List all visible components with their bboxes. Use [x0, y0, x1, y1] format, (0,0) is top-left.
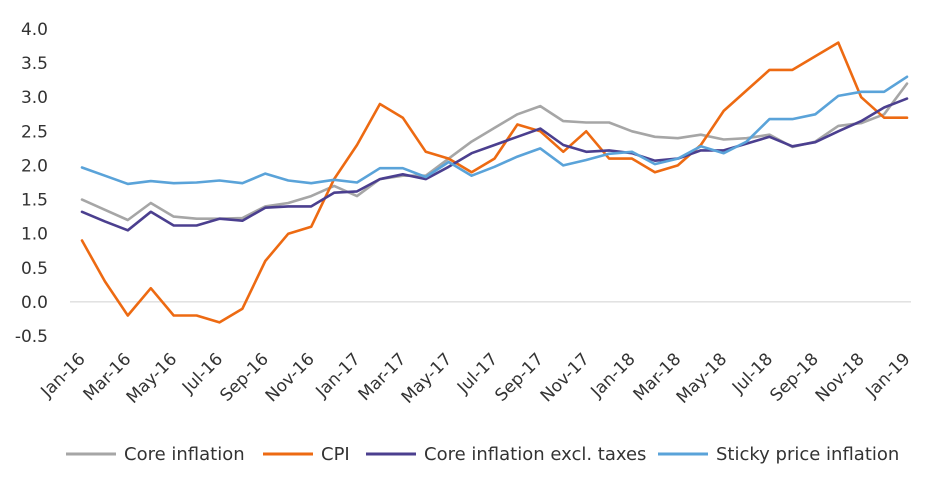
- x-tick-label: May-16: [123, 349, 181, 407]
- legend-label: Core inflation excl. taxes: [424, 444, 646, 465]
- y-tick-label: 1.0: [21, 225, 48, 245]
- x-tick-label: Sep-16: [216, 349, 272, 405]
- x-tick-label: Jan-17: [312, 349, 365, 402]
- x-tick-label: Sep-17: [491, 349, 547, 405]
- x-tick-label: May-18: [673, 349, 731, 407]
- x-tick-label: Jan-16: [37, 349, 90, 402]
- legend-label: Core inflation: [124, 444, 245, 465]
- series-line-3: [80, 97, 909, 232]
- y-tick-label: 0.5: [21, 259, 48, 279]
- x-tick-label: Nov-17: [537, 349, 594, 406]
- y-tick-label: -0.5: [15, 327, 48, 347]
- y-tick-label: 2.0: [21, 156, 48, 176]
- series-line-1: [80, 82, 909, 222]
- y-tick-label: 4.0: [21, 20, 48, 40]
- legend-label: Sticky price inflation: [716, 444, 899, 465]
- legend: Core inflation CPI Core inflation excl. ta…: [66, 444, 899, 465]
- y-tick-label: 2.5: [21, 122, 48, 142]
- x-axis: Jan-16Mar-16May-16Jul-16Sep-16Nov-16Jan-…: [37, 349, 915, 407]
- x-tick-label: Jan-19: [862, 349, 915, 402]
- y-tick-label: 1.5: [21, 191, 48, 211]
- series-line-4: [80, 75, 909, 186]
- y-tick-label: 3.0: [21, 88, 48, 108]
- x-tick-label: May-17: [398, 349, 456, 407]
- x-tick-label: Nov-16: [262, 349, 319, 406]
- y-tick-label: 0.0: [21, 293, 48, 313]
- y-tick-label: 3.5: [21, 54, 48, 74]
- x-tick-label: Sep-18: [766, 349, 822, 405]
- series-line-2: [80, 41, 909, 324]
- x-tick-label: Nov-18: [812, 349, 869, 406]
- y-axis: -0.5 0.0 0.5 1.0 1.5 2.0 2.5 3.0 3.5 4.0: [15, 20, 48, 347]
- series-lines: [80, 41, 909, 324]
- legend-label: CPI: [321, 444, 350, 465]
- x-tick-label: Jan-18: [587, 349, 640, 402]
